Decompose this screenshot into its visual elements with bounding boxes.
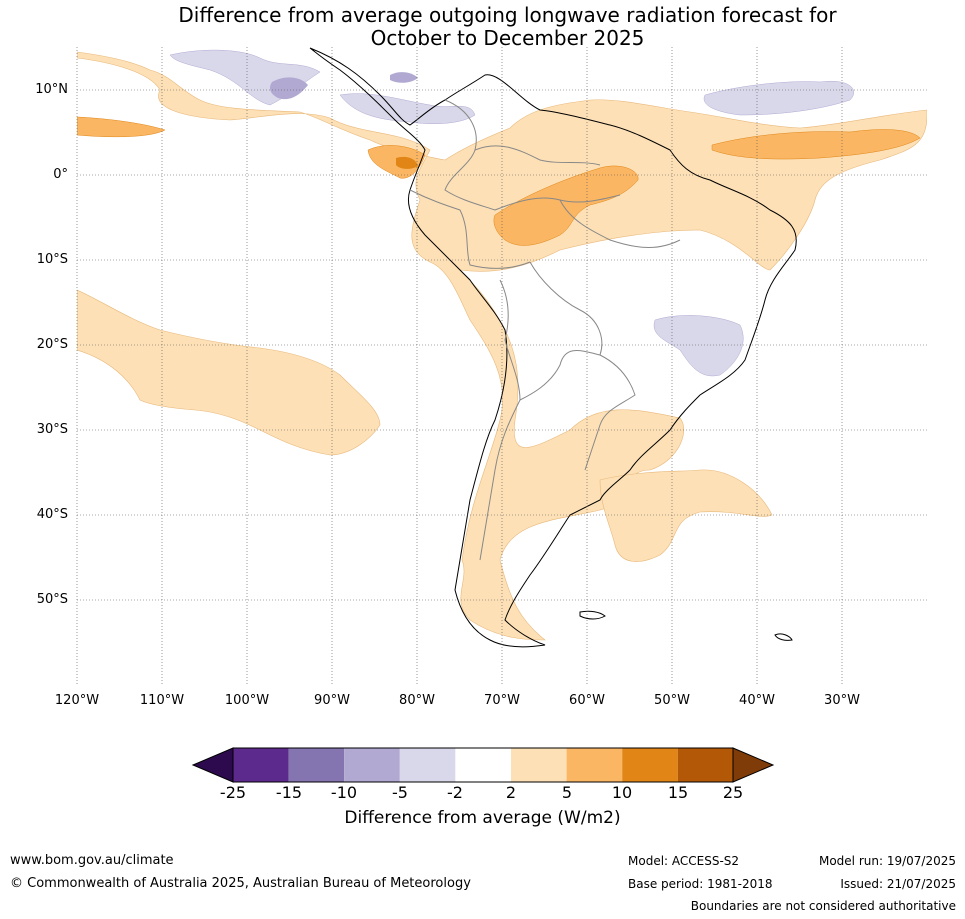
colorbar bbox=[191, 747, 775, 783]
lon-label-50w: 50°W bbox=[654, 693, 690, 708]
lon-label-90w: 90°W bbox=[314, 693, 350, 708]
anomaly-10-15-region bbox=[396, 156, 418, 169]
colorbar-tick-15: 15 bbox=[667, 783, 689, 802]
footer-disclaimer: Boundaries are not considered authoritat… bbox=[690, 899, 956, 913]
lon-label-110w: 110°W bbox=[139, 693, 185, 708]
title-line-1: Difference from average outgoing longwav… bbox=[178, 3, 837, 27]
footer-model-run: Model run: 19/07/2025 bbox=[818, 854, 956, 868]
grid-lines bbox=[76, 47, 927, 686]
footer-website: www.bom.gov.au/climate bbox=[10, 853, 174, 868]
lon-label-70w: 70°W bbox=[484, 693, 520, 708]
colorbar-tick-5: 5 bbox=[561, 783, 573, 802]
colorbar-arrow-low bbox=[191, 747, 234, 783]
colorbar-swatch-neg5-neg2 bbox=[399, 748, 456, 782]
lat-label-10s: 10°S bbox=[36, 252, 68, 267]
colorbar-swatch-neg10-neg5 bbox=[344, 748, 400, 782]
colorbar-tick-25: 25 bbox=[722, 783, 744, 802]
lon-label-60w: 60°W bbox=[569, 693, 605, 708]
colorbar-tick-2: 2 bbox=[505, 783, 517, 802]
anomaly-neg-10-5-regions bbox=[270, 72, 418, 100]
lon-label-100w: 100°W bbox=[224, 693, 270, 708]
anomaly-5-10-regions bbox=[77, 116, 921, 246]
colorbar-swatch-5-10 bbox=[566, 748, 623, 782]
lat-label-40s: 40°S bbox=[36, 507, 68, 522]
lon-label-30w: 30°W bbox=[824, 693, 860, 708]
colorbar-tick-10: 10 bbox=[611, 783, 633, 802]
colorbar-swatch-10-15 bbox=[622, 748, 678, 782]
title-line-2: October to December 2025 bbox=[370, 26, 645, 50]
colorbar-swatch-neg15-neg10 bbox=[288, 748, 345, 782]
lat-label-10n: 10°N bbox=[35, 82, 68, 97]
colorbar-label: Difference from average (W/m2) bbox=[344, 808, 621, 828]
lat-label-0: 0° bbox=[53, 167, 68, 182]
footer-copyright: © Commonwealth of Australia 2025, Austra… bbox=[10, 876, 471, 891]
colorbar-arrow-high bbox=[732, 747, 775, 783]
map-title: Difference from average outgoing longwav… bbox=[0, 4, 965, 50]
colorbar-swatch-neg25-neg15 bbox=[233, 748, 289, 782]
footer-base-period: Base period: 1981-2018 bbox=[628, 877, 773, 891]
lat-label-30s: 30°S bbox=[36, 422, 68, 437]
country-borders bbox=[409, 99, 681, 561]
lon-label-120w: 120°W bbox=[54, 693, 100, 708]
footer-issued: Issued: 21/07/2025 bbox=[840, 877, 956, 891]
colorbar-swatch-neg2-2 bbox=[455, 748, 511, 782]
anomaly-2-5-regions bbox=[77, 51, 927, 641]
lat-label-20s: 20°S bbox=[36, 337, 68, 352]
lon-label-80w: 80°W bbox=[399, 693, 435, 708]
footer-model: Model: ACCESS-S2 bbox=[628, 854, 740, 868]
islands bbox=[579, 610, 793, 641]
colorbar-tick-neg2: -2 bbox=[447, 783, 463, 802]
colorbar-tick-neg15: -15 bbox=[275, 783, 303, 802]
south-america-coastline bbox=[309, 47, 797, 648]
colorbar-tick-neg5: -5 bbox=[392, 783, 408, 802]
colorbar-tick-neg25: -25 bbox=[219, 783, 247, 802]
lon-label-40w: 40°W bbox=[739, 693, 775, 708]
colorbar-tick-neg10: -10 bbox=[330, 783, 358, 802]
colorbar-swatch-15-25 bbox=[677, 748, 733, 782]
colorbar-frame bbox=[232, 747, 734, 783]
lat-label-50s: 50°S bbox=[36, 592, 68, 607]
colorbar-swatch-2-5 bbox=[511, 748, 567, 782]
